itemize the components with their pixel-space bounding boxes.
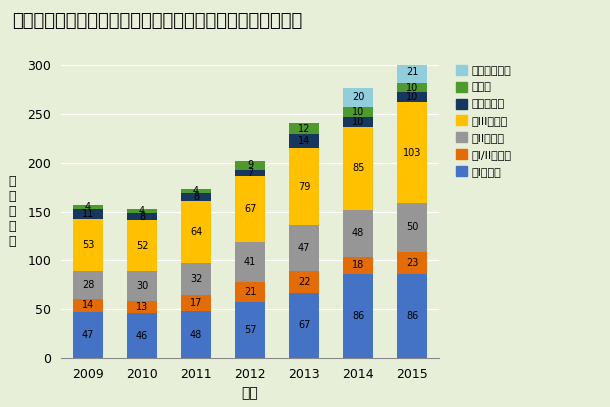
Bar bbox=[235, 161, 265, 170]
Bar bbox=[397, 83, 427, 92]
Bar bbox=[127, 313, 157, 358]
Text: 28: 28 bbox=[82, 280, 94, 290]
Bar bbox=[127, 271, 157, 300]
Bar bbox=[235, 177, 265, 242]
Text: 8: 8 bbox=[193, 192, 199, 202]
Text: 14: 14 bbox=[298, 136, 310, 146]
Bar bbox=[235, 282, 265, 302]
Text: 4: 4 bbox=[193, 186, 199, 196]
Bar bbox=[73, 312, 103, 358]
Text: 48: 48 bbox=[190, 330, 202, 340]
Bar bbox=[181, 311, 211, 358]
Text: 53: 53 bbox=[82, 241, 94, 250]
Bar bbox=[343, 256, 373, 274]
Text: 86: 86 bbox=[406, 311, 418, 321]
Bar bbox=[73, 271, 103, 299]
Bar bbox=[289, 225, 319, 271]
Text: 30: 30 bbox=[136, 281, 148, 291]
Bar bbox=[343, 210, 373, 256]
Bar bbox=[73, 219, 103, 271]
Bar bbox=[397, 252, 427, 274]
Text: 67: 67 bbox=[298, 320, 310, 330]
Legend: 医師主導治験, その他, 製造販売後, 第III相試験, 第II相試験, 第I/II相試験, 第I相試験: 医師主導治験, その他, 製造販売後, 第III相試験, 第II相試験, 第I/… bbox=[456, 65, 512, 177]
Text: 9: 9 bbox=[247, 160, 253, 170]
Bar bbox=[73, 299, 103, 312]
Bar bbox=[343, 274, 373, 358]
Bar bbox=[235, 302, 265, 358]
Text: 86: 86 bbox=[352, 311, 364, 321]
Text: 21: 21 bbox=[406, 68, 418, 77]
Text: 国立がん研究センター中央病院で実施している治験数の推移: 国立がん研究センター中央病院で実施している治験数の推移 bbox=[12, 12, 303, 30]
Text: 32: 32 bbox=[190, 274, 203, 284]
Y-axis label: 治
験
課
題
数: 治 験 課 題 数 bbox=[8, 175, 16, 248]
Text: 20: 20 bbox=[352, 92, 364, 102]
Bar bbox=[397, 102, 427, 203]
Text: 4: 4 bbox=[85, 202, 91, 212]
Text: 10: 10 bbox=[352, 107, 364, 117]
Bar bbox=[127, 209, 157, 212]
Text: 47: 47 bbox=[82, 330, 94, 340]
Bar bbox=[397, 274, 427, 358]
Text: 47: 47 bbox=[298, 243, 310, 253]
Text: 50: 50 bbox=[406, 222, 418, 232]
Bar bbox=[343, 117, 373, 127]
Bar bbox=[73, 205, 103, 209]
Text: 23: 23 bbox=[406, 258, 418, 268]
Text: 22: 22 bbox=[298, 277, 310, 287]
Text: 14: 14 bbox=[82, 300, 94, 311]
Text: 12: 12 bbox=[298, 124, 310, 133]
Bar bbox=[343, 127, 373, 210]
Bar bbox=[181, 263, 211, 295]
Text: 64: 64 bbox=[190, 227, 202, 237]
Text: 10: 10 bbox=[406, 92, 418, 102]
Bar bbox=[397, 62, 427, 83]
Text: 48: 48 bbox=[352, 228, 364, 238]
Text: 11: 11 bbox=[82, 209, 94, 219]
Text: 79: 79 bbox=[298, 182, 310, 192]
Bar bbox=[127, 221, 157, 271]
Text: 85: 85 bbox=[352, 163, 364, 173]
Bar bbox=[397, 203, 427, 252]
Text: 21: 21 bbox=[244, 287, 256, 297]
Text: 8: 8 bbox=[139, 212, 145, 221]
Bar bbox=[235, 170, 265, 177]
Text: 17: 17 bbox=[190, 298, 203, 308]
Bar bbox=[181, 189, 211, 193]
Bar bbox=[289, 148, 319, 225]
Text: 67: 67 bbox=[244, 204, 256, 214]
Bar bbox=[289, 123, 319, 134]
Text: 7: 7 bbox=[247, 168, 253, 178]
Text: 10: 10 bbox=[406, 83, 418, 92]
Text: 10: 10 bbox=[352, 117, 364, 127]
Bar bbox=[127, 300, 157, 313]
Bar bbox=[181, 193, 211, 201]
Bar bbox=[181, 295, 211, 311]
Text: 4: 4 bbox=[139, 206, 145, 216]
Text: 52: 52 bbox=[136, 241, 148, 251]
Bar bbox=[73, 209, 103, 219]
Text: 46: 46 bbox=[136, 331, 148, 341]
Bar bbox=[289, 271, 319, 293]
Bar bbox=[397, 92, 427, 102]
Bar bbox=[289, 134, 319, 148]
Text: 18: 18 bbox=[352, 260, 364, 270]
X-axis label: 年度: 年度 bbox=[242, 386, 259, 400]
Text: 103: 103 bbox=[403, 148, 422, 158]
Text: 13: 13 bbox=[136, 302, 148, 312]
Bar bbox=[343, 88, 373, 107]
Text: 41: 41 bbox=[244, 257, 256, 267]
Bar bbox=[289, 293, 319, 358]
Text: 57: 57 bbox=[244, 325, 256, 335]
Bar bbox=[235, 242, 265, 282]
Bar bbox=[181, 201, 211, 263]
Bar bbox=[127, 212, 157, 221]
Bar bbox=[343, 107, 373, 117]
